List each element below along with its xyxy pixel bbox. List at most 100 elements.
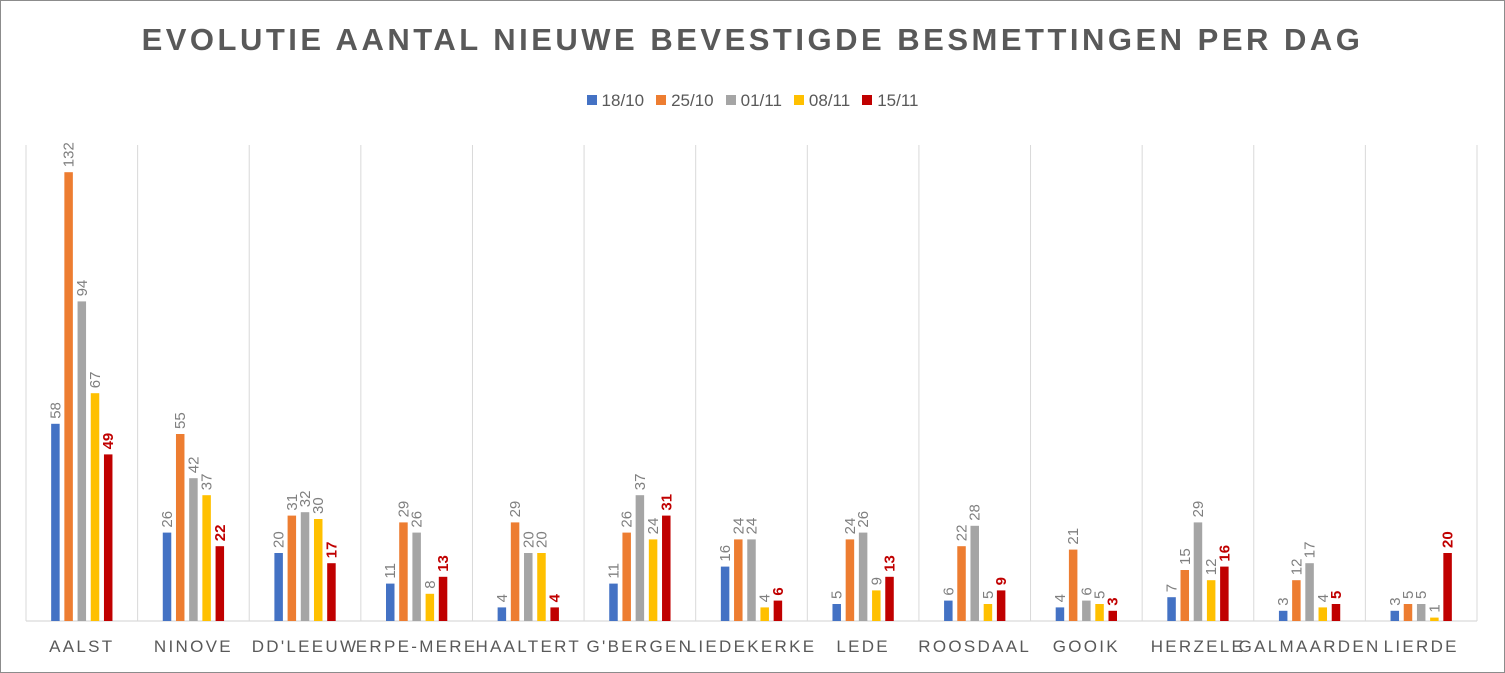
legend-item-08-11: 08/11 [793, 90, 851, 111]
bar-roosdaal-08-11 [983, 604, 993, 621]
data-label: 20 [271, 531, 288, 548]
bar-lierde-08-11 [1430, 617, 1439, 621]
data-label: 22 [212, 525, 229, 542]
data-label: 26 [159, 511, 176, 528]
bar-aalst-01-11 [77, 301, 87, 621]
bar-gooik-08-11 [1095, 604, 1104, 621]
data-label: 3 [1387, 597, 1404, 605]
data-label: 49 [100, 433, 117, 450]
bar-gooik-18-10 [1055, 607, 1065, 621]
legend-item-15-11: 15/11 [862, 91, 918, 111]
bar-herzele-25-10 [1180, 570, 1190, 621]
data-label: 24 [645, 518, 662, 535]
category-label: LIERDE [1384, 637, 1459, 656]
legend-swatch [586, 95, 597, 106]
data-label: 9 [868, 577, 885, 585]
data-label: 37 [632, 474, 649, 491]
bar-lede-25-10 [845, 539, 855, 621]
bar-ddleeuw-01-11 [300, 512, 310, 621]
bar-liedekerke-18-10 [720, 566, 730, 621]
bar-aalst-08-11 [90, 393, 100, 621]
bar-gbergen-15-11 [662, 515, 671, 621]
bar-herzele-15-11 [1220, 566, 1229, 621]
data-label: 55 [172, 412, 189, 429]
chart-legend: 18/10 25/10 01/11 08/11 15/11 [0, 90, 1505, 111]
bar-lede-18-10 [832, 604, 841, 621]
legend-label: 01/11 [740, 90, 782, 110]
legend-swatch [656, 95, 667, 106]
data-label: 24 [744, 518, 761, 535]
data-label: 26 [855, 511, 872, 528]
bar-haaltert-15-11 [550, 607, 559, 621]
legend-item-01-11: 01/11 [725, 90, 782, 111]
legend-swatch [862, 95, 873, 106]
bar-gooik-01-11 [1082, 600, 1091, 621]
legend-item-25-10: 25/10 [656, 91, 714, 111]
data-label: 30 [310, 497, 327, 514]
bar-liedekerke-25-10 [734, 539, 743, 621]
data-label: 22 [954, 525, 971, 542]
legend-swatch [793, 95, 804, 106]
bar-roosdaal-15-11 [996, 590, 1006, 621]
bar-gooik-15-11 [1108, 610, 1117, 621]
category-label: AALST [49, 637, 114, 656]
data-label: 20 [1440, 531, 1457, 548]
bar-haaltert-25-10 [510, 522, 520, 621]
data-label: 6 [1078, 587, 1095, 595]
category-label: ERPE-MERE [356, 637, 478, 656]
category-label: ROOSDAAL [918, 637, 1031, 656]
data-label: 26 [619, 511, 636, 528]
data-label: 4 [1052, 594, 1069, 602]
bar-ninove-25-10 [175, 434, 185, 621]
data-label: 16 [717, 545, 734, 562]
bar-ninove-01-11 [189, 478, 198, 621]
bar-galmaarden-01-11 [1305, 563, 1314, 621]
data-label: 9 [993, 577, 1010, 585]
data-label: 4 [757, 594, 774, 602]
bar-aalst-18-10 [51, 423, 60, 621]
data-label: 3 [1275, 597, 1292, 605]
data-label: 5 [1413, 591, 1430, 599]
data-label: 16 [1216, 545, 1233, 562]
data-label: 29 [1190, 501, 1207, 518]
data-label: 6 [770, 587, 787, 595]
bar-gooik-25-10 [1068, 549, 1078, 621]
category-label: GOOIK [1053, 637, 1120, 656]
data-label: 58 [47, 402, 64, 419]
data-label: 67 [87, 372, 104, 389]
bar-gbergen-08-11 [648, 539, 658, 621]
bar-galmaarden-08-11 [1318, 607, 1328, 621]
legend-item-18-10: 18/10 [586, 90, 645, 111]
bar-erpemere-18-10 [386, 583, 395, 621]
data-label: 12 [1288, 559, 1305, 576]
bar-galmaarden-25-10 [1292, 580, 1301, 621]
bar-lierde-01-11 [1416, 604, 1426, 621]
data-label: 5 [1092, 591, 1109, 599]
bar-roosdaal-01-11 [970, 525, 979, 621]
legend-label: 15/11 [877, 90, 919, 110]
bar-herzele-18-10 [1167, 597, 1176, 621]
bar-ddleeuw-25-10 [287, 515, 297, 621]
data-label: 28 [967, 504, 984, 521]
bar-ddleeuw-18-10 [274, 553, 283, 621]
bar-ddleeuw-08-11 [313, 519, 323, 621]
data-label: 1 [1426, 604, 1443, 612]
bar-erpemere-25-10 [399, 522, 408, 621]
data-label: 15 [1177, 548, 1194, 565]
bar-aalst-15-11 [103, 454, 113, 621]
category-label: GALMAARDEN [1239, 637, 1381, 656]
data-label: 29 [507, 501, 524, 518]
data-label: 20 [520, 531, 537, 548]
legend-label: 18/10 [601, 90, 645, 110]
data-label: 11 [605, 563, 622, 579]
category-label: HAALTERT [475, 637, 581, 656]
data-label: 5 [1328, 591, 1345, 599]
bar-lede-15-11 [885, 576, 894, 621]
data-label: 13 [435, 555, 452, 572]
legend-label: 08/11 [808, 90, 851, 110]
data-label: 29 [395, 501, 412, 518]
data-label: 4 [1315, 594, 1332, 602]
data-label: 4 [494, 594, 511, 602]
data-label: 8 [422, 580, 439, 588]
bar-haaltert-08-11 [537, 553, 546, 621]
